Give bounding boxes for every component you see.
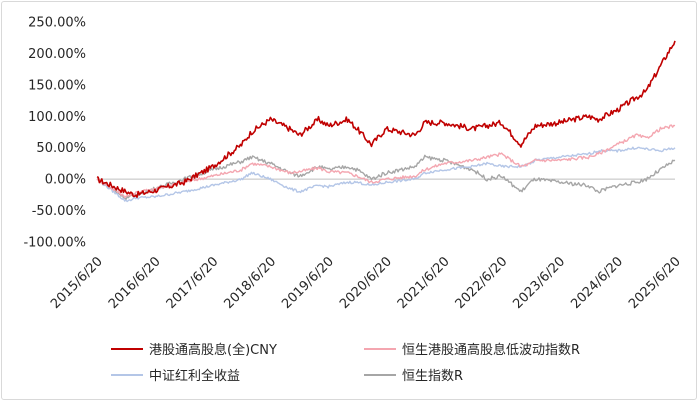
series-line — [96, 124, 676, 199]
x-tick-label: 2022/6/20 — [453, 254, 511, 312]
y-tick-label: 250.00% — [28, 16, 86, 31]
legend-label: 恒生指数R — [402, 369, 463, 384]
y-tick-label: 50.00% — [36, 141, 86, 156]
series-line — [96, 154, 676, 201]
x-tick-label: 2015/6/20 — [48, 254, 106, 312]
x-tick-label: 2020/6/20 — [337, 254, 395, 312]
y-tick-label: 100.00% — [28, 110, 86, 125]
series-line — [96, 40, 676, 198]
x-tick-label: 2018/6/20 — [221, 254, 279, 312]
y-tick-label: -100.00% — [23, 236, 86, 251]
x-tick-label: 2025/6/20 — [626, 254, 684, 312]
series-line — [96, 146, 676, 203]
x-tick-label: 2023/6/20 — [510, 254, 568, 312]
y-tick-label: 150.00% — [28, 78, 86, 93]
x-tick-label: 2016/6/20 — [106, 254, 164, 312]
x-tick-label: 2017/6/20 — [164, 254, 222, 312]
x-tick-label: 2019/6/20 — [279, 254, 337, 312]
legend-label: 恒生港股通高股息低波动指数R — [402, 342, 580, 358]
y-tick-label: -50.00% — [32, 204, 86, 219]
legend-label: 中证红利全收益 — [149, 368, 240, 384]
y-tick-label: 200.00% — [28, 47, 86, 62]
legend-label: 港股通高股息(全)CNY — [149, 342, 277, 358]
y-tick-label: 0.00% — [45, 173, 86, 188]
x-tick-label: 2024/6/20 — [568, 254, 626, 312]
x-tick-label: 2021/6/20 — [395, 254, 453, 312]
